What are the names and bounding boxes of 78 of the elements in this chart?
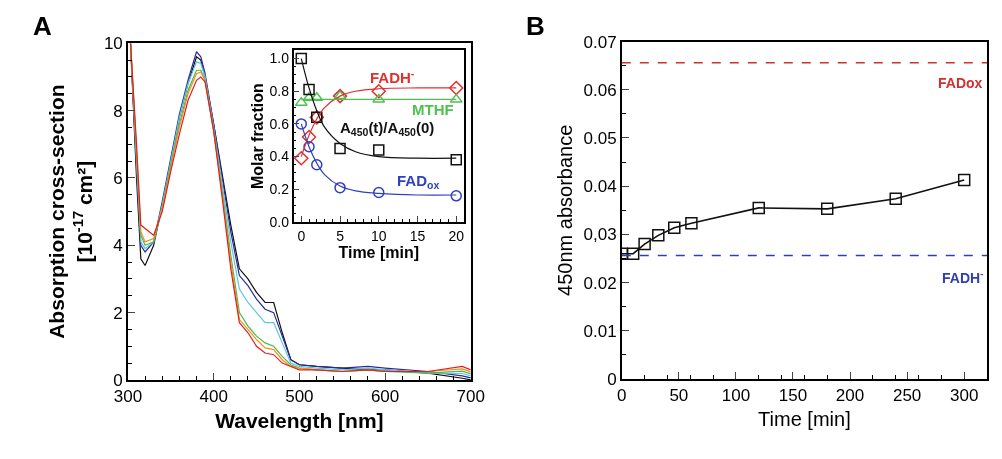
y-tick-label: 0 <box>113 370 123 390</box>
point <box>294 150 309 166</box>
y-tick-label: 0.06 <box>583 80 617 100</box>
point <box>820 202 834 216</box>
ref-line-label: FADH$^{-}$ <box>942 268 984 286</box>
series-label: A$_{450}$(t)/A$_{450}$(0) <box>340 119 435 139</box>
y-tick-label: 0.0 <box>269 213 290 230</box>
x-tick-label: 700 <box>456 387 485 407</box>
point <box>301 129 317 145</box>
point <box>448 80 464 96</box>
y-tick-label: 0,03 <box>583 225 617 245</box>
ref-line-label: FADox <box>938 75 983 91</box>
y-tick-label: 8 <box>113 101 123 121</box>
chart-title: B <box>526 11 545 41</box>
point <box>957 173 971 187</box>
point <box>450 154 462 166</box>
y-tick-label: 4 <box>113 236 123 256</box>
y-tick-label: 0 <box>607 369 617 389</box>
y-tick-label: 0.05 <box>583 128 617 148</box>
x-tick-label: 200 <box>835 386 865 406</box>
y-tick-label: 0.2 <box>269 181 290 198</box>
point <box>449 93 463 103</box>
x-tick-label: 5 <box>336 227 345 244</box>
point <box>668 221 681 234</box>
y-tick-label: 6 <box>113 168 123 188</box>
x-tick-label: 150 <box>778 386 808 406</box>
point <box>373 186 385 199</box>
point <box>303 141 315 153</box>
x-tick-label: 100 <box>721 386 751 406</box>
y-tick-label: 1.0 <box>269 50 290 67</box>
x-tick-label: 600 <box>370 387 400 407</box>
y-tick-label: 2 <box>113 303 123 323</box>
x-tick-label: 20 <box>448 227 465 244</box>
y-tick-label: 0.07 <box>583 32 617 52</box>
point <box>626 247 640 260</box>
x-tick-label: 500 <box>285 387 314 407</box>
point <box>311 159 323 171</box>
y-tick-label: 10 <box>103 34 123 54</box>
point <box>638 237 651 251</box>
x-axis-title: Time [min] <box>758 408 851 431</box>
point <box>373 144 385 156</box>
point <box>333 90 347 100</box>
point <box>334 142 346 155</box>
point <box>334 181 346 194</box>
y-axis-title: Molar fraction <box>248 83 266 190</box>
point <box>295 52 308 65</box>
y-tick-label: 0.02 <box>583 273 617 293</box>
x-tick-label: 15 <box>409 227 426 244</box>
point <box>372 93 386 103</box>
point <box>685 217 698 230</box>
y-axis-title: 450nm absorbance <box>553 124 576 296</box>
x-tick-label: 50 <box>669 386 689 406</box>
series-label: FAD$_{ox}$ <box>397 172 440 192</box>
point <box>889 192 902 205</box>
point <box>332 88 348 104</box>
series-label: FADH$^{-}$ <box>370 67 415 87</box>
point <box>752 201 765 215</box>
x-tick-label: 10 <box>370 227 387 244</box>
x-tick-label: 300 <box>113 387 143 407</box>
x-axis-title: Time [min] <box>338 243 420 261</box>
chart-title: A <box>33 11 52 41</box>
point <box>371 83 387 99</box>
x-tick-label: 300 <box>950 386 979 406</box>
point <box>294 96 308 106</box>
point <box>295 118 308 130</box>
point <box>652 229 665 242</box>
y-tick-label: 0.8 <box>269 83 290 100</box>
y-tick-label: 0.04 <box>583 177 617 197</box>
series-label: MTHF <box>412 101 454 118</box>
y-tick-label: 0.4 <box>269 148 290 165</box>
x-tick-label: 250 <box>892 386 922 406</box>
point <box>303 83 315 96</box>
x-tick-label: 400 <box>199 387 228 407</box>
x-axis-title: Wavelength [nm] <box>215 408 384 432</box>
x-tick-label: 0 <box>297 227 306 244</box>
y-tick-label: 0.6 <box>269 115 290 132</box>
y-tick-label: 0.01 <box>583 321 617 341</box>
point <box>450 190 462 202</box>
